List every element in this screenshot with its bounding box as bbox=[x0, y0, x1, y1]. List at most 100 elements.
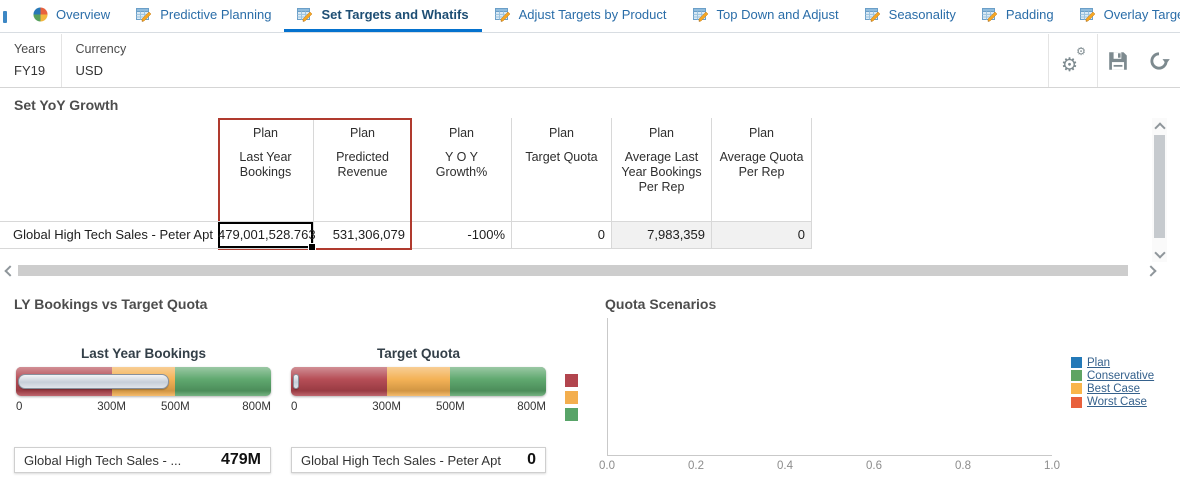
pov-actions: ⚙ ⚙ bbox=[1048, 34, 1180, 87]
column-measure: Predicted Revenue bbox=[336, 150, 389, 179]
grid-cell-yoy-growth[interactable]: -100% bbox=[412, 221, 512, 249]
legend-item-plan: Plan bbox=[1071, 356, 1154, 369]
axis-tick: 0.6 bbox=[866, 460, 882, 472]
tab-predictive-planning[interactable]: Predictive Planning bbox=[123, 0, 284, 32]
pov-years-value[interactable]: FY19 bbox=[14, 63, 46, 78]
grid-column-header-target-quota[interactable]: Plan Target Quota bbox=[512, 118, 612, 221]
gears-icon: ⚙ ⚙ bbox=[1061, 45, 1086, 76]
tab-label: Overview bbox=[56, 7, 111, 22]
column-measure: Average Last Year Bookings Per Rep bbox=[621, 150, 702, 194]
sheet-pencil-icon bbox=[864, 7, 881, 22]
gauge-measure-bar bbox=[293, 374, 299, 389]
sheet-pencil-icon bbox=[136, 7, 152, 22]
sheet-pencil-icon bbox=[692, 7, 709, 22]
legend-label[interactable]: Best Case bbox=[1087, 382, 1141, 395]
grid-cell-avg-ly-bookings-per-rep[interactable]: 7,983,359 bbox=[612, 221, 712, 249]
axis-tick: 500M bbox=[160, 401, 190, 413]
tab-adjust-targets-by-product[interactable]: Adjust Targets by Product bbox=[482, 0, 680, 32]
gauge-row-label: Global High Tech Sales - ... bbox=[24, 452, 182, 468]
scroll-right-button[interactable] bbox=[1144, 263, 1160, 278]
settings-button[interactable]: ⚙ ⚙ bbox=[1049, 34, 1097, 87]
bullets-section-title: LY Bookings vs Target Quota bbox=[14, 296, 208, 312]
axis-tick: 500M bbox=[435, 401, 465, 413]
column-scenario: Plan bbox=[748, 126, 775, 140]
grid-cell-avg-quota-per-rep[interactable]: 0 bbox=[712, 221, 812, 249]
axis-tick: 800M bbox=[517, 401, 546, 413]
grid-horizontal-scrollbar[interactable] bbox=[0, 263, 1160, 278]
grid-section-title: Set YoY Growth bbox=[14, 97, 119, 113]
horizontal-scroll-thumb[interactable] bbox=[18, 265, 1128, 276]
gauge-value-row-last-year-bookings: Global High Tech Sales - ... 479M bbox=[14, 447, 271, 473]
legend-swatch bbox=[1071, 370, 1082, 382]
pov-currency-label: Currency bbox=[75, 42, 127, 56]
scenarios-section-title: Quota Scenarios bbox=[605, 296, 717, 312]
grid-column-header-yoy-growth[interactable]: Plan Y O Y Growth% bbox=[412, 118, 512, 221]
axis-tick: 300M bbox=[97, 401, 127, 413]
pov-currency-value[interactable]: USD bbox=[75, 63, 103, 78]
grid-cell-last-year-bookings[interactable]: 479,001,528.763 bbox=[218, 221, 316, 251]
axis-tick: 1.0 bbox=[1044, 460, 1060, 472]
legend-swatch bbox=[1071, 396, 1082, 408]
gauge-band-green bbox=[175, 367, 271, 396]
grid-cell-predicted-revenue[interactable]: 531,306,079 bbox=[314, 221, 412, 249]
axis-tick: 0.0 bbox=[599, 460, 615, 472]
sheet-pencil-icon bbox=[981, 7, 998, 22]
axis-tick: 0.4 bbox=[777, 460, 793, 472]
pie-chart-icon bbox=[33, 7, 48, 22]
scroll-left-button[interactable] bbox=[0, 263, 16, 278]
tab-seasonality[interactable]: Seasonality bbox=[852, 0, 969, 32]
scroll-up-button[interactable] bbox=[1152, 118, 1167, 134]
legend-swatch-orange bbox=[565, 391, 578, 404]
grid-cell-target-quota[interactable]: 0 bbox=[512, 221, 612, 249]
tab-label: Predictive Planning bbox=[160, 7, 272, 22]
chevron-right-icon bbox=[1144, 264, 1157, 277]
column-scenario: Plan bbox=[448, 126, 475, 140]
tab-top-down-and-adjust[interactable]: Top Down and Adjust bbox=[680, 0, 852, 32]
axis-tick: 0 bbox=[16, 401, 23, 413]
tab-overview[interactable]: Overview bbox=[20, 0, 123, 32]
sheet-pencil-icon bbox=[1079, 7, 1096, 22]
chevron-left-icon bbox=[3, 264, 16, 277]
legend-swatch-green bbox=[565, 408, 578, 421]
tab-label: Overlay Targets bbox=[1103, 7, 1180, 22]
gauge-row-value: 479M bbox=[220, 451, 261, 468]
pov-bar: Years FY19 Currency USD ⚙ ⚙ bbox=[0, 34, 1180, 88]
gauge-row-value: 0 bbox=[527, 451, 536, 468]
scroll-down-button[interactable] bbox=[1152, 246, 1167, 262]
grid-column-header-last-year-bookings[interactable]: Plan Last Year Bookings bbox=[218, 118, 314, 221]
grid-column-header-avg-ly-bookings-per-rep[interactable]: Plan Average Last Year Bookings Per Rep bbox=[612, 118, 712, 221]
quota-scenarios-x-axis: 0.0 0.2 0.4 0.6 0.8 1.0 bbox=[599, 460, 1060, 473]
pov-years-label: Years bbox=[14, 42, 46, 56]
tab-label: Padding bbox=[1005, 7, 1054, 22]
gauge-title: Target Quota bbox=[376, 346, 460, 361]
tab-padding[interactable]: Padding bbox=[969, 0, 1067, 32]
tab-set-targets-and-whatifs[interactable]: Set Targets and Whatifs bbox=[284, 0, 482, 32]
chevron-down-icon bbox=[1153, 246, 1166, 259]
legend-label[interactable]: Plan bbox=[1087, 356, 1111, 369]
legend-label[interactable]: Worst Case bbox=[1087, 396, 1147, 409]
grid-row-header[interactable]: Global High Tech Sales - Peter Apt bbox=[0, 221, 218, 249]
grid-column-header-avg-quota-per-rep[interactable]: Plan Average Quota Per Rep bbox=[712, 118, 812, 221]
divider bbox=[1097, 34, 1098, 87]
column-measure: Last Year Bookings bbox=[239, 150, 292, 179]
gauge-row-label: Global High Tech Sales - Peter Apt bbox=[301, 452, 501, 468]
legend-label[interactable]: Conservative bbox=[1087, 369, 1155, 382]
gauge-value-row-target-quota: Global High Tech Sales - Peter Apt 0 bbox=[291, 447, 546, 473]
pov-years: Years FY19 bbox=[0, 34, 61, 87]
vertical-scroll-thumb[interactable] bbox=[1154, 135, 1165, 238]
refresh-button[interactable] bbox=[1138, 34, 1180, 87]
grid-vertical-scrollbar[interactable] bbox=[1152, 118, 1167, 262]
grid-column-header-predicted-revenue[interactable]: Plan Predicted Revenue bbox=[314, 118, 412, 221]
axis-tick: 0.2 bbox=[688, 460, 704, 472]
sheet-pencil-icon bbox=[494, 7, 511, 22]
gauge-band-orange bbox=[386, 367, 451, 396]
gauge-threshold-legend bbox=[565, 374, 578, 421]
axis-tick: 0 bbox=[291, 401, 298, 413]
save-button[interactable] bbox=[1098, 34, 1138, 87]
bullet-gauge-last-year-bookings: Last Year Bookings 0 300M 500M 800M bbox=[16, 346, 271, 415]
tab-overlay-targets[interactable]: Overlay Targets bbox=[1067, 0, 1180, 32]
save-icon bbox=[1107, 50, 1129, 72]
window-edge-accent bbox=[3, 11, 7, 23]
gauge-axis: 0 300M 500M 800M bbox=[291, 401, 546, 415]
